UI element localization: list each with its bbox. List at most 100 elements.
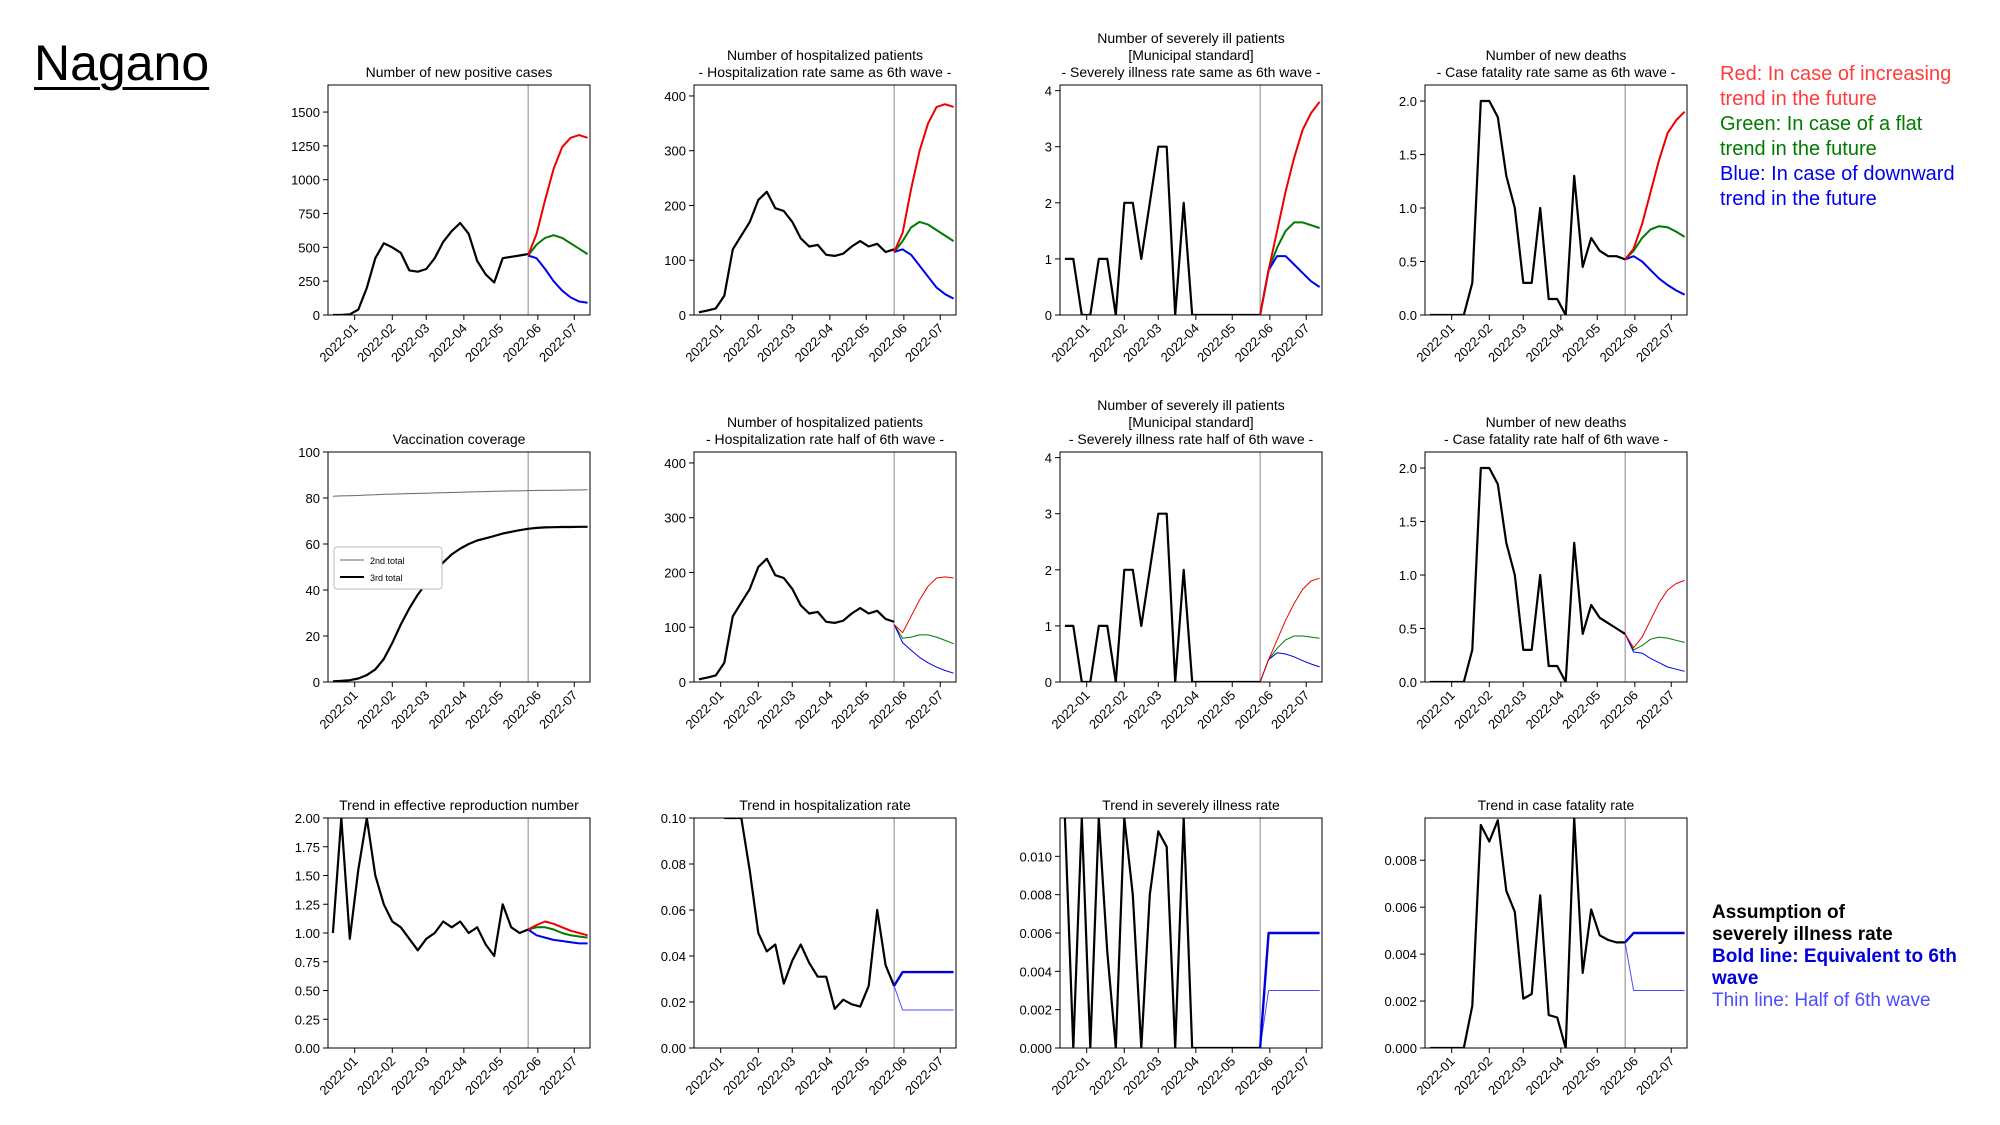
x-tick-label: 2022-01 bbox=[682, 321, 726, 365]
chart-title-line: [Municipal standard] bbox=[1128, 414, 1253, 430]
chart-title-line: Trend in hospitalization rate bbox=[739, 797, 911, 813]
chart-panel-11: Trend in severely illness rate 0.000 0.002… bbox=[1019, 797, 1323, 1098]
x-tick-label: 2022-01 bbox=[1048, 1054, 1092, 1098]
x-tick-label: 2022-04 bbox=[792, 1054, 836, 1098]
x-tick-label: 2022-05 bbox=[462, 688, 506, 732]
chart-title-line: Number of hospitalized patients bbox=[727, 47, 923, 63]
y-tick-label: 0.0 bbox=[1399, 675, 1417, 690]
y-tick-label: 0.000 bbox=[1384, 1041, 1417, 1056]
x-tick-label: 2022-06 bbox=[866, 1054, 910, 1098]
y-tick-label: 0.10 bbox=[661, 811, 686, 826]
x-tick-label: 2022-03 bbox=[388, 688, 432, 732]
plot-area bbox=[332, 134, 589, 315]
legend-box bbox=[333, 546, 443, 590]
projection-down-line bbox=[527, 928, 588, 945]
y-tick-label: 0.010 bbox=[1019, 849, 1052, 864]
y-tick-label: 60 bbox=[306, 537, 320, 552]
y-tick-label: 1.5 bbox=[1399, 148, 1417, 163]
legend-red-line1: Red: In case of increasing bbox=[1720, 63, 1952, 85]
x-tick-label: 2022-07 bbox=[1633, 321, 1677, 365]
y-tick-label: 500 bbox=[298, 240, 320, 255]
projection-up-line bbox=[893, 576, 954, 634]
assumption-bold-line2: wave bbox=[1712, 968, 1759, 989]
observed-line bbox=[1429, 99, 1626, 315]
x-tick-label: 2022-04 bbox=[1158, 321, 1202, 365]
series-line-2nd-total bbox=[332, 489, 588, 497]
y-tick-label: 400 bbox=[664, 456, 686, 471]
x-tick-label: 2022-01 bbox=[1048, 321, 1092, 365]
x-tick-label: 2022-04 bbox=[1158, 1054, 1202, 1098]
y-tick-label: 0.004 bbox=[1384, 947, 1417, 962]
x-tick-label: 2022-06 bbox=[1597, 688, 1641, 732]
x-tick-label: 2022-06 bbox=[500, 688, 544, 732]
y-tick-label: 1.00 bbox=[295, 926, 320, 941]
y-tick-label: 1.25 bbox=[295, 897, 320, 912]
x-tick-label: 2022-03 bbox=[754, 321, 798, 365]
x-tick-label: 2022-04 bbox=[1158, 688, 1202, 732]
projection-flat-line bbox=[1259, 635, 1320, 682]
observed-line bbox=[1063, 818, 1261, 1048]
y-tick-label: 0.004 bbox=[1019, 964, 1052, 979]
chart-title-line: - Case fatality rate same as 6th wave - bbox=[1437, 64, 1676, 80]
y-tick-label: 0.008 bbox=[1019, 888, 1052, 903]
projection-thin-line bbox=[893, 985, 954, 1011]
y-tick-label: 200 bbox=[664, 565, 686, 580]
y-tick-label: 0.5 bbox=[1399, 622, 1417, 637]
projection-down-line bbox=[1624, 633, 1685, 672]
assumption-bold-line1: Bold line: Equivalent to 6th bbox=[1712, 946, 1957, 967]
y-tick-label: 1000 bbox=[291, 173, 320, 188]
chart-title-line: Trend in severely illness rate bbox=[1102, 797, 1280, 813]
x-tick-label: 2022-06 bbox=[866, 688, 910, 732]
plot-area bbox=[1063, 818, 1320, 1048]
y-tick-label: 0 bbox=[313, 308, 320, 323]
assumption-legend: Assumption of severely illness rate Bold… bbox=[1712, 902, 1957, 1012]
projection-flat-line bbox=[893, 624, 954, 645]
x-tick-label: 2022-03 bbox=[1485, 1054, 1529, 1098]
y-tick-label: 0.00 bbox=[661, 1041, 686, 1056]
y-tick-label: 0 bbox=[679, 308, 686, 323]
observed-line bbox=[698, 190, 895, 314]
chart-panel-3: Number of severely ill patients[Municipa… bbox=[1045, 30, 1323, 365]
chart-title-line: Number of severely ill patients bbox=[1097, 30, 1285, 46]
x-tick-label: 2022-01 bbox=[1413, 688, 1457, 732]
y-tick-label: 100 bbox=[664, 620, 686, 635]
plot-area bbox=[1064, 101, 1321, 315]
y-tick-label: 0.75 bbox=[295, 955, 320, 970]
x-tick-label: 2022-07 bbox=[536, 1054, 580, 1098]
projection-flat-line bbox=[1624, 633, 1685, 651]
plot-frame bbox=[1424, 84, 1688, 316]
x-tick-label: 2022-07 bbox=[1268, 321, 1312, 365]
x-tick-label: 2022-06 bbox=[1232, 688, 1276, 732]
legend-green-line2: trend in the future bbox=[1720, 138, 1877, 160]
series-line-3rd-total bbox=[332, 525, 588, 682]
y-tick-label: 0 bbox=[679, 675, 686, 690]
y-tick-label: 0.0 bbox=[1399, 308, 1417, 323]
chart-title-line: - Hospitalization rate same as 6th wave … bbox=[699, 64, 952, 80]
x-tick-label: 2022-07 bbox=[536, 688, 580, 732]
chart-title-line: - Severely illness rate same as 6th wave… bbox=[1061, 64, 1320, 80]
y-tick-label: 0.50 bbox=[295, 984, 320, 999]
chart-title-line: Number of new deaths bbox=[1486, 47, 1627, 63]
y-tick-label: 0.06 bbox=[661, 903, 686, 918]
projection-up-line bbox=[893, 103, 954, 253]
y-tick-label: 750 bbox=[298, 207, 320, 222]
chart-title-line: Number of new positive cases bbox=[366, 64, 553, 80]
x-tick-label: 2022-06 bbox=[500, 1054, 544, 1098]
plot-area bbox=[724, 818, 954, 1011]
x-tick-label: 2022-06 bbox=[1597, 321, 1641, 365]
region-title: Nagano bbox=[34, 35, 210, 91]
y-tick-label: 4 bbox=[1045, 84, 1052, 99]
x-tick-label: 2022-07 bbox=[902, 321, 946, 365]
x-tick-label: 2022-05 bbox=[462, 1054, 506, 1098]
x-tick-label: 2022-03 bbox=[1485, 688, 1529, 732]
projection-up-line bbox=[527, 920, 588, 937]
chart-title-line: Number of hospitalized patients bbox=[727, 414, 923, 430]
chart-panel-8: Number of new deaths- Case fatality rate… bbox=[1399, 414, 1688, 732]
x-tick-label: 2022-05 bbox=[828, 1054, 872, 1098]
x-tick-label: 2022-01 bbox=[316, 688, 360, 732]
y-tick-label: 300 bbox=[664, 144, 686, 159]
projection-bold-line bbox=[893, 970, 954, 987]
y-tick-label: 0.5 bbox=[1399, 255, 1417, 270]
chart-title-line: Trend in case fatality rate bbox=[1478, 797, 1635, 813]
plot-area bbox=[331, 818, 588, 958]
